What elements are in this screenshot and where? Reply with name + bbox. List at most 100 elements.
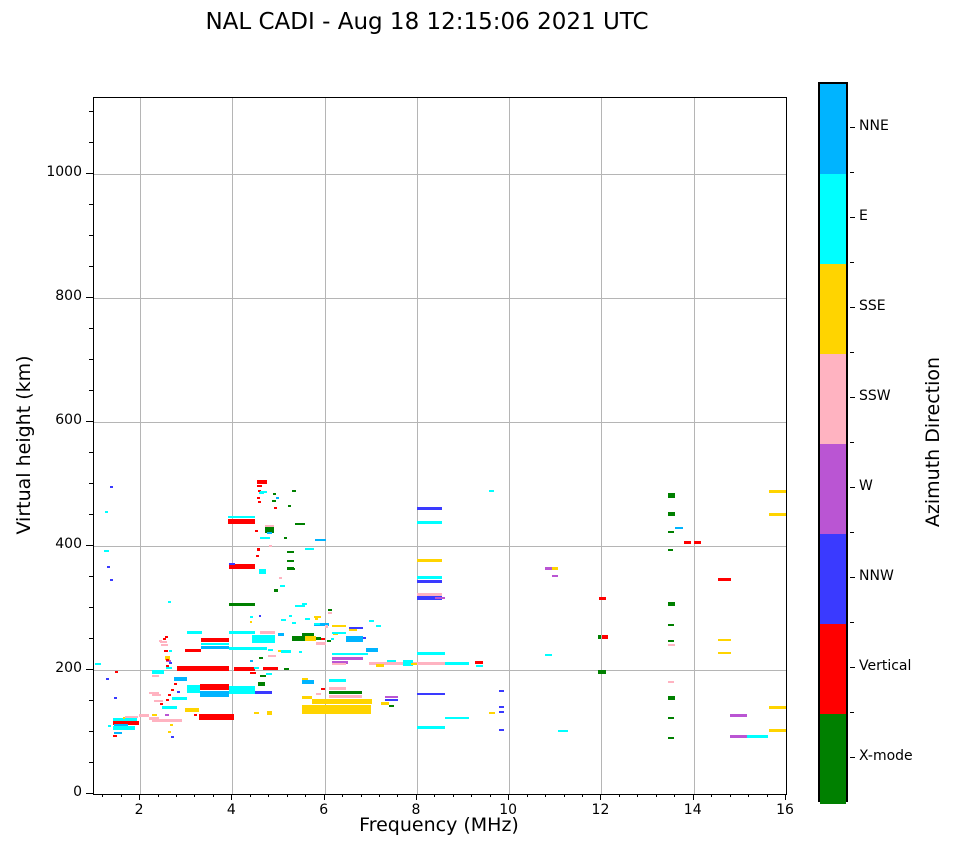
colorbar-segment-w <box>820 444 846 534</box>
echo-segment <box>411 663 417 666</box>
echo-segment <box>294 523 305 526</box>
x-minor-tick <box>452 794 454 797</box>
echo-segment <box>267 531 272 534</box>
echo-segment <box>288 615 292 617</box>
x-gridline <box>509 98 511 794</box>
x-tick-label: 12 <box>591 802 610 818</box>
echo-segment <box>258 569 267 575</box>
echo-segment <box>260 630 276 634</box>
echo-segment <box>249 616 254 619</box>
echo-segment <box>675 526 684 529</box>
echo-segment <box>294 605 305 607</box>
x-minor-tick <box>120 794 122 797</box>
y-minor-tick <box>89 482 93 484</box>
echo-segment <box>717 651 731 654</box>
echo-segment <box>551 575 558 578</box>
x-major-tick <box>139 794 141 800</box>
colorbar-tick-label: SSE <box>859 298 886 314</box>
echo-segment <box>152 693 161 696</box>
echo-segment <box>110 485 114 488</box>
echo-segment <box>273 507 278 509</box>
echo-segment <box>668 639 675 642</box>
echo-segment <box>249 672 256 674</box>
echo-segment <box>251 634 276 643</box>
echo-segment <box>329 679 347 682</box>
echo-segment <box>321 687 325 690</box>
echo-segment <box>499 705 505 708</box>
echo-segment <box>94 663 101 666</box>
colorbar-tick-label: NNE <box>859 118 889 134</box>
echo-segment <box>693 540 701 544</box>
echo-segment <box>152 718 182 722</box>
x-tick-label: 6 <box>319 802 329 818</box>
x-minor-tick <box>471 794 473 797</box>
chart-title: NAL CADI - Aug 18 12:15:06 2021 UTC <box>205 9 649 35</box>
echo-segment <box>668 736 675 739</box>
echo-segment <box>435 597 445 599</box>
x-tick-label: 10 <box>499 802 518 818</box>
echo-segment <box>366 648 379 653</box>
colorbar-tick <box>850 667 855 668</box>
y-major-tick <box>86 420 93 422</box>
echo-segment <box>717 639 731 642</box>
echo-segment <box>668 695 676 700</box>
echo-segment <box>277 633 284 637</box>
x-tick-label: 8 <box>411 802 421 818</box>
echo-segment <box>262 667 278 671</box>
echo-segment <box>264 525 274 527</box>
x-tick-label: 16 <box>776 802 794 818</box>
y-major-tick <box>86 172 93 174</box>
echo-segment <box>314 618 319 621</box>
colorbar-boundary-tick <box>850 442 854 443</box>
echo-segment <box>301 704 371 714</box>
x-minor-tick <box>545 794 547 797</box>
echo-segment <box>110 579 114 581</box>
echo-segment <box>249 620 253 623</box>
echo-segment <box>326 639 331 642</box>
echo-segment <box>311 698 373 704</box>
echo-segment <box>166 666 173 669</box>
x-minor-tick <box>637 794 639 797</box>
echo-segment <box>171 688 175 691</box>
echo-segment <box>267 649 273 652</box>
echo-segment <box>328 608 332 611</box>
echo-segment <box>107 724 111 727</box>
echo-segment <box>416 692 445 695</box>
y-minor-tick <box>89 203 93 205</box>
echo-segment <box>165 714 170 717</box>
x-minor-tick <box>526 794 528 797</box>
echo-segment <box>149 716 160 720</box>
echo-segment <box>668 680 675 683</box>
echo-segment <box>286 551 294 554</box>
echo-segment <box>416 521 443 525</box>
colorbar-tick-label: SSW <box>859 388 891 404</box>
echo-segment <box>258 615 262 617</box>
echo-segment <box>416 579 443 583</box>
echo-segment <box>768 728 786 732</box>
echo-segment <box>292 489 297 492</box>
echo-segment <box>201 645 230 649</box>
echo-segment <box>256 480 267 484</box>
echo-segment <box>167 600 172 603</box>
echo-segment <box>169 650 173 653</box>
y-minor-tick <box>89 110 93 112</box>
echo-segment <box>301 677 309 680</box>
colorbar-boundary-tick <box>850 712 854 713</box>
echo-segment <box>198 713 234 720</box>
colorbar-segment-x <box>820 714 846 804</box>
plot-area <box>93 97 787 795</box>
y-tick-label: 200 <box>55 659 82 676</box>
echo-segment <box>201 642 230 645</box>
colorbar-segment-sse <box>820 264 846 354</box>
echo-segment <box>112 720 139 725</box>
y-major-tick <box>86 544 93 546</box>
echo-segment <box>313 622 330 626</box>
echo-segment <box>160 641 167 643</box>
echo-segment <box>331 624 347 627</box>
echo-segment <box>152 670 165 675</box>
echo-segment <box>363 636 367 639</box>
y-minor-tick <box>89 327 93 329</box>
echo-segment <box>416 576 443 579</box>
x-gridline <box>601 98 603 794</box>
echo-segment <box>286 560 294 563</box>
